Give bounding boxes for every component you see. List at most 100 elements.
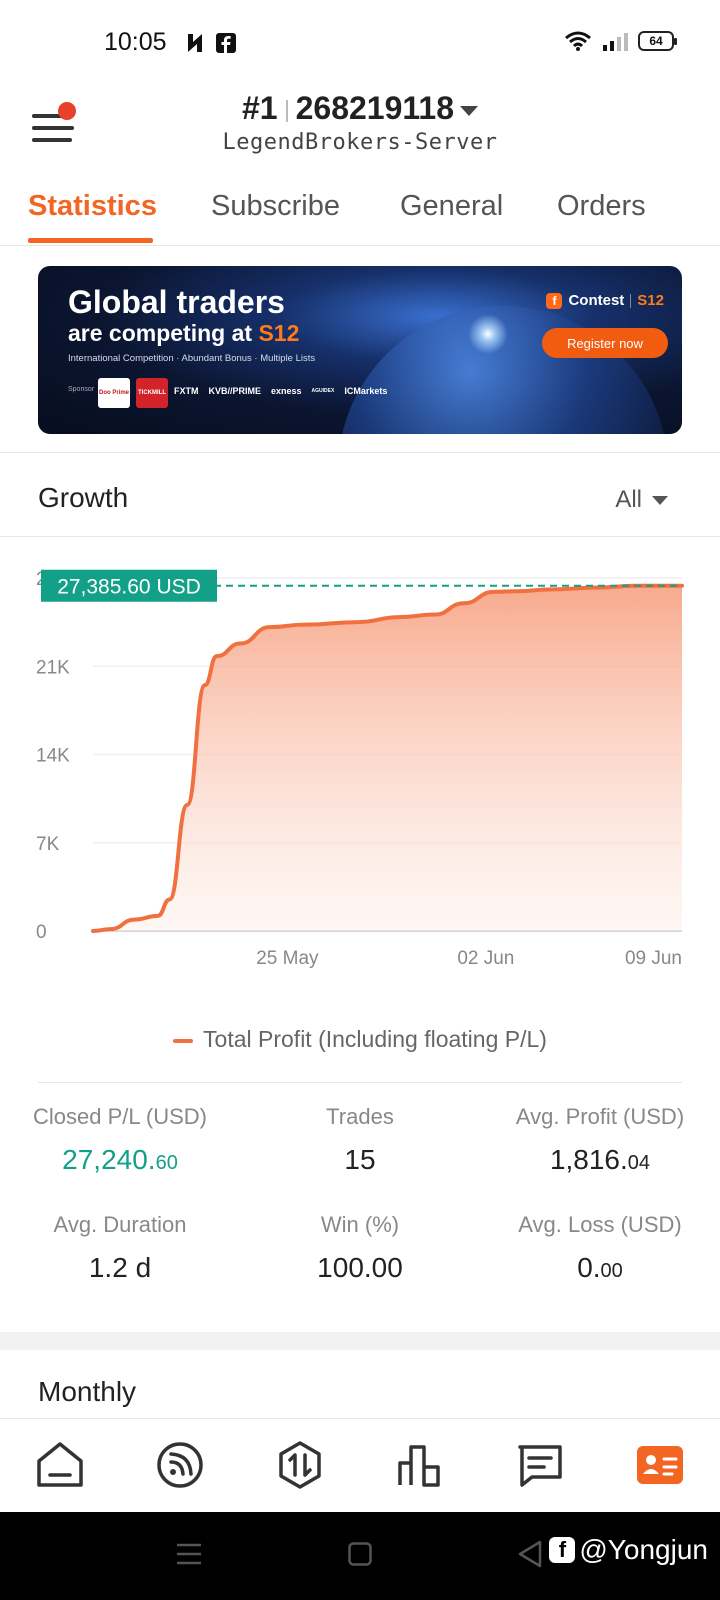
nav-messages[interactable] <box>514 1439 566 1491</box>
feed-icon <box>157 1442 203 1488</box>
account-number: 268219118 <box>295 90 454 126</box>
sponsor-exness: exness <box>271 386 302 396</box>
rank-label: #1 <box>242 90 278 126</box>
stat-value: 27,240.60 <box>0 1144 240 1176</box>
nav-feed[interactable] <box>154 1439 206 1491</box>
signal-icon <box>603 33 628 51</box>
stat-avg-duration: Avg. Duration 1.2 d <box>0 1212 240 1284</box>
stat-value-decimals: 60 <box>155 1152 178 1174</box>
growth-period-dropdown[interactable]: All <box>615 486 668 514</box>
nav-trade[interactable] <box>274 1439 326 1491</box>
y-tick-label: 21K <box>36 657 70 678</box>
back-button-icon[interactable] <box>518 1540 542 1568</box>
legend-swatch <box>173 1038 194 1043</box>
banner-title-line2: are competing at S12 <box>68 320 299 347</box>
nav-profile[interactable] <box>634 1439 686 1491</box>
stat-value-main: 100.00 <box>317 1252 403 1283</box>
menu-line-icon <box>32 126 74 130</box>
stat-value: 100.00 <box>240 1252 480 1284</box>
x-tick-label: 09 Jun <box>625 948 682 969</box>
system-navigation-bar: f @Yongjun <box>0 1512 720 1600</box>
nav-ranking[interactable] <box>394 1439 446 1491</box>
y-tick-label: 7K <box>36 834 60 855</box>
banner-s12-highlight: S12 <box>258 320 300 346</box>
contest-label: f Contest S12 <box>546 292 664 309</box>
contest-text: Contest <box>568 292 625 309</box>
status-time: 10:05 <box>104 28 167 56</box>
bottom-navigation <box>0 1418 720 1512</box>
notification-dot <box>58 102 76 120</box>
stat-value: 15 <box>240 1144 480 1176</box>
sponsor-icmarkets: ICMarkets <box>344 386 388 396</box>
stat-value-main: 1,816. <box>549 1144 628 1175</box>
profit-line <box>91 583 684 933</box>
sponsor-tickmill: TICKMILL <box>136 378 168 408</box>
growth-filter-value: All <box>615 486 642 513</box>
stat-value: 1,816.04 <box>480 1144 720 1176</box>
stat-value-main: 1.2 d <box>88 1252 152 1283</box>
growth-title: Growth <box>38 482 129 513</box>
caret-down-icon <box>652 495 668 505</box>
stat-label: Win (%) <box>320 1212 400 1237</box>
contest-banner[interactable]: Global traders are competing at S12 Inte… <box>38 266 682 434</box>
profile-icon <box>637 1446 683 1484</box>
caret-down-icon <box>460 105 478 116</box>
menu-line-icon <box>32 138 72 142</box>
trade-icon <box>279 1441 321 1489</box>
sponsor-brand-row: FXTM KVB//PRIME exness AGUIDEX ICMarkets <box>174 386 387 396</box>
stat-avg-loss: Avg. Loss (USD) 0.00 <box>480 1212 720 1284</box>
chart-legend: Total Profit (Including floating P/L) <box>0 1026 720 1053</box>
chart-icon <box>398 1445 440 1487</box>
sponsor-doo-prime: Doo Prime <box>98 378 130 408</box>
stat-value-decimals: 04 <box>627 1152 651 1174</box>
wifi-icon <box>565 31 591 51</box>
active-tab-indicator <box>28 238 153 243</box>
status-right-icons: 64 <box>564 30 677 52</box>
tab-subscribe[interactable]: Subscribe <box>211 190 340 222</box>
current-value-label: 27,385.60 USD <box>57 576 201 599</box>
section-gap <box>0 1332 720 1350</box>
tab-orders[interactable]: Orders <box>557 190 646 222</box>
stat-closed-pl: Closed P/L (USD) 27,240.60 <box>0 1104 240 1176</box>
stat-label: Avg. Duration <box>53 1212 187 1237</box>
sponsor-kvb-prime: KVB//PRIME <box>208 386 262 396</box>
stat-avg-profit: Avg. Profit (USD) 1,816.04 <box>480 1104 720 1176</box>
status-notification-icons <box>186 32 236 54</box>
nav-home[interactable] <box>34 1439 86 1491</box>
x-tick-label: 25 May <box>256 948 319 969</box>
stat-value-decimals: 00 <box>600 1260 623 1282</box>
menu-line-icon <box>32 114 68 118</box>
home-icon <box>37 1442 83 1487</box>
stat-value-main: 15 <box>344 1144 376 1175</box>
section-divider <box>0 536 720 537</box>
profit-area <box>93 585 682 931</box>
tab-bar: Statistics Subscribe General Orders <box>0 174 720 246</box>
section-divider <box>0 452 720 453</box>
tab-statistics[interactable]: Statistics <box>28 190 157 222</box>
banner-title: Global traders <box>68 284 285 320</box>
menu-button[interactable] <box>30 102 76 148</box>
y-tick-label: 0 <box>36 922 47 943</box>
account-selector[interactable]: #1 268219118 <box>0 90 720 127</box>
notification-n-icon <box>188 34 202 52</box>
home-button-icon[interactable] <box>348 1542 372 1566</box>
stat-trades: Trades 15 <box>240 1104 480 1176</box>
monthly-title: Monthly <box>38 1376 137 1407</box>
stat-value-main: 27,240. <box>62 1144 156 1175</box>
register-now-button[interactable]: Register now <box>542 328 668 358</box>
legend-label: Total Profit (Including floating P/L) <box>203 1026 547 1052</box>
y-tick-label: 14K <box>36 746 70 767</box>
recent-apps-icon[interactable] <box>176 1542 202 1566</box>
separator <box>630 293 632 308</box>
facebook-logo-icon: f <box>549 1537 576 1563</box>
chat-icon <box>518 1445 562 1487</box>
current-value-badge <box>41 569 217 602</box>
stat-value: 1.2 d <box>0 1252 240 1284</box>
stat-win-rate: Win (%) 100.00 <box>240 1212 480 1284</box>
banner-subtitle: International Competition · Abundant Bon… <box>68 353 316 364</box>
sponsor-aguidex: AGUIDEX <box>311 388 335 394</box>
status-bar: 10:05 64 <box>0 0 720 88</box>
tab-general[interactable]: General <box>400 190 504 222</box>
sponsor-fxtm: FXTM <box>174 386 199 396</box>
